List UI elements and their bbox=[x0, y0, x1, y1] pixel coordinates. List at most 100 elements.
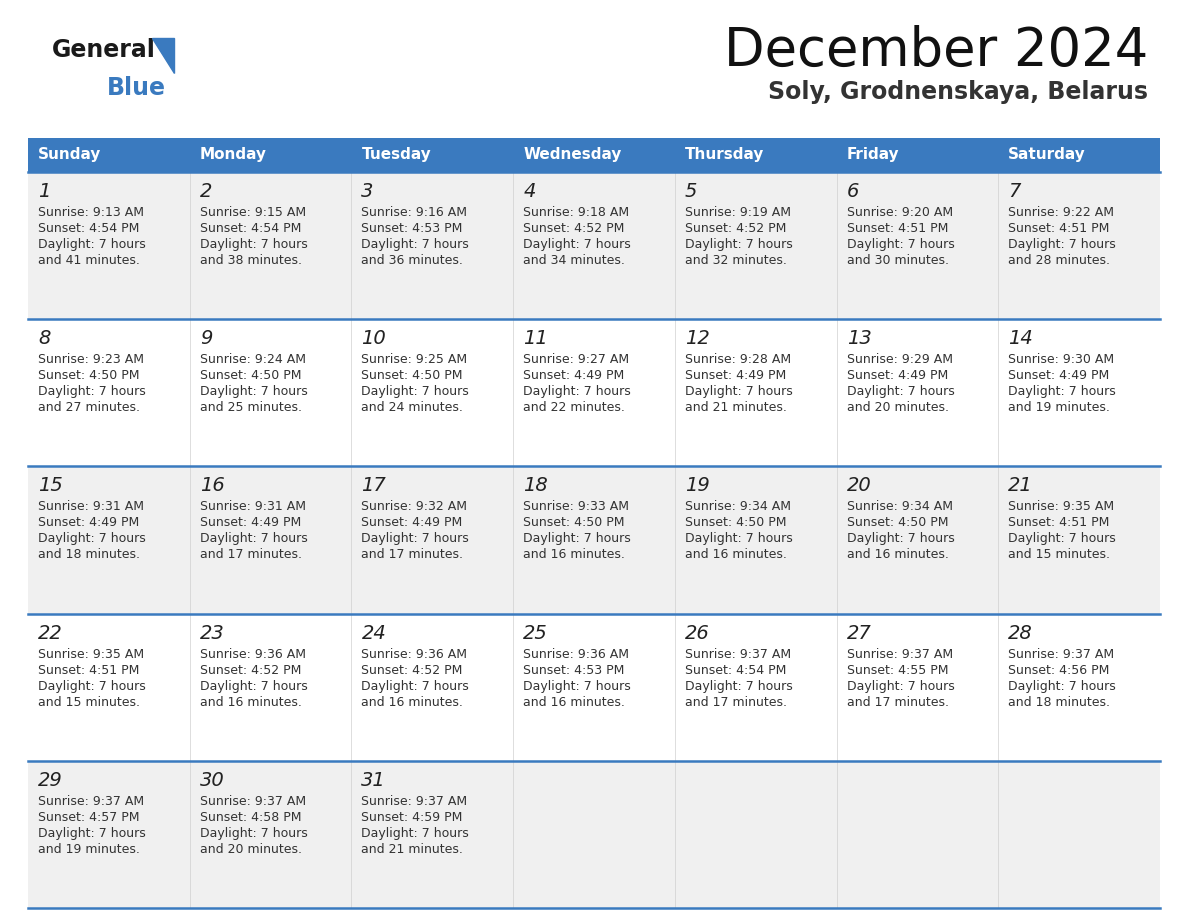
Text: and 19 minutes.: and 19 minutes. bbox=[38, 843, 140, 856]
Text: Sunset: 4:56 PM: Sunset: 4:56 PM bbox=[1009, 664, 1110, 677]
Text: 8: 8 bbox=[38, 330, 50, 348]
Text: 20: 20 bbox=[847, 476, 871, 496]
Text: Sunset: 4:55 PM: Sunset: 4:55 PM bbox=[847, 664, 948, 677]
Text: Sunrise: 9:37 AM: Sunrise: 9:37 AM bbox=[1009, 647, 1114, 661]
Text: Daylight: 7 hours: Daylight: 7 hours bbox=[200, 679, 308, 692]
Text: Daylight: 7 hours: Daylight: 7 hours bbox=[523, 679, 631, 692]
Text: Sunset: 4:54 PM: Sunset: 4:54 PM bbox=[38, 222, 139, 235]
Text: December 2024: December 2024 bbox=[723, 25, 1148, 77]
Text: Daylight: 7 hours: Daylight: 7 hours bbox=[523, 532, 631, 545]
Text: and 18 minutes.: and 18 minutes. bbox=[38, 548, 140, 562]
Text: Daylight: 7 hours: Daylight: 7 hours bbox=[847, 386, 954, 398]
Text: Daylight: 7 hours: Daylight: 7 hours bbox=[847, 532, 954, 545]
Text: Daylight: 7 hours: Daylight: 7 hours bbox=[200, 386, 308, 398]
Text: and 15 minutes.: and 15 minutes. bbox=[1009, 548, 1111, 562]
Text: Sunrise: 9:32 AM: Sunrise: 9:32 AM bbox=[361, 500, 467, 513]
Text: Sunset: 4:50 PM: Sunset: 4:50 PM bbox=[523, 517, 625, 530]
Text: Sunrise: 9:36 AM: Sunrise: 9:36 AM bbox=[200, 647, 305, 661]
Text: and 36 minutes.: and 36 minutes. bbox=[361, 254, 463, 267]
Text: 30: 30 bbox=[200, 771, 225, 789]
Text: and 18 minutes.: and 18 minutes. bbox=[1009, 696, 1111, 709]
Text: 11: 11 bbox=[523, 330, 548, 348]
Text: Sunset: 4:49 PM: Sunset: 4:49 PM bbox=[1009, 369, 1110, 382]
Bar bbox=[29, 466, 1159, 613]
Text: 10: 10 bbox=[361, 330, 386, 348]
Text: Monday: Monday bbox=[200, 148, 267, 162]
Text: Blue: Blue bbox=[107, 76, 166, 100]
Text: 3: 3 bbox=[361, 182, 374, 201]
Text: Daylight: 7 hours: Daylight: 7 hours bbox=[684, 386, 792, 398]
Text: Sunrise: 9:35 AM: Sunrise: 9:35 AM bbox=[38, 647, 144, 661]
Text: Daylight: 7 hours: Daylight: 7 hours bbox=[361, 386, 469, 398]
Text: and 30 minutes.: and 30 minutes. bbox=[847, 254, 948, 267]
Text: Sunrise: 9:37 AM: Sunrise: 9:37 AM bbox=[847, 647, 953, 661]
Text: and 27 minutes.: and 27 minutes. bbox=[38, 401, 140, 414]
Text: Sunrise: 9:37 AM: Sunrise: 9:37 AM bbox=[361, 795, 468, 808]
Text: Sunrise: 9:37 AM: Sunrise: 9:37 AM bbox=[684, 647, 791, 661]
Text: Sunset: 4:51 PM: Sunset: 4:51 PM bbox=[38, 664, 139, 677]
Text: Sunrise: 9:37 AM: Sunrise: 9:37 AM bbox=[200, 795, 305, 808]
Bar bbox=[29, 761, 1159, 908]
Text: Daylight: 7 hours: Daylight: 7 hours bbox=[38, 827, 146, 840]
Text: and 25 minutes.: and 25 minutes. bbox=[200, 401, 302, 414]
Text: Daylight: 7 hours: Daylight: 7 hours bbox=[1009, 386, 1116, 398]
Text: Sunrise: 9:29 AM: Sunrise: 9:29 AM bbox=[847, 353, 953, 366]
Text: Sunrise: 9:33 AM: Sunrise: 9:33 AM bbox=[523, 500, 630, 513]
Text: Daylight: 7 hours: Daylight: 7 hours bbox=[38, 679, 146, 692]
Bar bbox=[29, 172, 1159, 319]
Text: Tuesday: Tuesday bbox=[361, 148, 431, 162]
Text: and 38 minutes.: and 38 minutes. bbox=[200, 254, 302, 267]
Text: and 32 minutes.: and 32 minutes. bbox=[684, 254, 786, 267]
Text: Sunrise: 9:16 AM: Sunrise: 9:16 AM bbox=[361, 206, 467, 219]
Text: 21: 21 bbox=[1009, 476, 1034, 496]
Text: Sunset: 4:49 PM: Sunset: 4:49 PM bbox=[523, 369, 625, 382]
Text: and 21 minutes.: and 21 minutes. bbox=[361, 843, 463, 856]
Text: Sunset: 4:51 PM: Sunset: 4:51 PM bbox=[847, 222, 948, 235]
Text: 19: 19 bbox=[684, 476, 709, 496]
Text: Sunrise: 9:36 AM: Sunrise: 9:36 AM bbox=[361, 647, 467, 661]
Text: Sunset: 4:52 PM: Sunset: 4:52 PM bbox=[361, 664, 463, 677]
Text: 27: 27 bbox=[847, 623, 871, 643]
Text: and 17 minutes.: and 17 minutes. bbox=[200, 548, 302, 562]
Text: Daylight: 7 hours: Daylight: 7 hours bbox=[1009, 238, 1116, 251]
Text: Sunset: 4:53 PM: Sunset: 4:53 PM bbox=[523, 664, 625, 677]
Text: and 17 minutes.: and 17 minutes. bbox=[684, 696, 786, 709]
Text: Sunrise: 9:34 AM: Sunrise: 9:34 AM bbox=[847, 500, 953, 513]
Text: and 28 minutes.: and 28 minutes. bbox=[1009, 254, 1111, 267]
Text: Sunrise: 9:36 AM: Sunrise: 9:36 AM bbox=[523, 647, 630, 661]
Text: 23: 23 bbox=[200, 623, 225, 643]
Text: Sunrise: 9:34 AM: Sunrise: 9:34 AM bbox=[684, 500, 791, 513]
Bar bbox=[29, 319, 1159, 466]
Text: Sunrise: 9:31 AM: Sunrise: 9:31 AM bbox=[200, 500, 305, 513]
Text: and 16 minutes.: and 16 minutes. bbox=[200, 696, 302, 709]
Text: Daylight: 7 hours: Daylight: 7 hours bbox=[1009, 679, 1116, 692]
Text: Daylight: 7 hours: Daylight: 7 hours bbox=[361, 827, 469, 840]
Text: Saturday: Saturday bbox=[1009, 148, 1086, 162]
Text: Sunset: 4:54 PM: Sunset: 4:54 PM bbox=[684, 664, 786, 677]
Text: 7: 7 bbox=[1009, 182, 1020, 201]
Text: and 16 minutes.: and 16 minutes. bbox=[684, 548, 786, 562]
Text: 26: 26 bbox=[684, 623, 709, 643]
Text: Sunset: 4:52 PM: Sunset: 4:52 PM bbox=[200, 664, 301, 677]
Text: and 20 minutes.: and 20 minutes. bbox=[200, 843, 302, 856]
Text: Daylight: 7 hours: Daylight: 7 hours bbox=[1009, 532, 1116, 545]
Text: 17: 17 bbox=[361, 476, 386, 496]
Text: 15: 15 bbox=[38, 476, 63, 496]
Text: Sunrise: 9:15 AM: Sunrise: 9:15 AM bbox=[200, 206, 305, 219]
Text: and 16 minutes.: and 16 minutes. bbox=[523, 548, 625, 562]
Text: Friday: Friday bbox=[847, 148, 899, 162]
Text: Sunrise: 9:24 AM: Sunrise: 9:24 AM bbox=[200, 353, 305, 366]
Text: Sunset: 4:50 PM: Sunset: 4:50 PM bbox=[361, 369, 463, 382]
Text: Daylight: 7 hours: Daylight: 7 hours bbox=[38, 238, 146, 251]
Text: Daylight: 7 hours: Daylight: 7 hours bbox=[847, 679, 954, 692]
Text: Sunrise: 9:13 AM: Sunrise: 9:13 AM bbox=[38, 206, 144, 219]
Text: and 19 minutes.: and 19 minutes. bbox=[1009, 401, 1110, 414]
Text: Wednesday: Wednesday bbox=[523, 148, 621, 162]
Text: and 41 minutes.: and 41 minutes. bbox=[38, 254, 140, 267]
Text: Sunrise: 9:35 AM: Sunrise: 9:35 AM bbox=[1009, 500, 1114, 513]
Text: Daylight: 7 hours: Daylight: 7 hours bbox=[684, 238, 792, 251]
Text: and 16 minutes.: and 16 minutes. bbox=[523, 696, 625, 709]
Text: Sunset: 4:57 PM: Sunset: 4:57 PM bbox=[38, 811, 139, 823]
Text: Daylight: 7 hours: Daylight: 7 hours bbox=[38, 386, 146, 398]
Text: 29: 29 bbox=[38, 771, 63, 789]
